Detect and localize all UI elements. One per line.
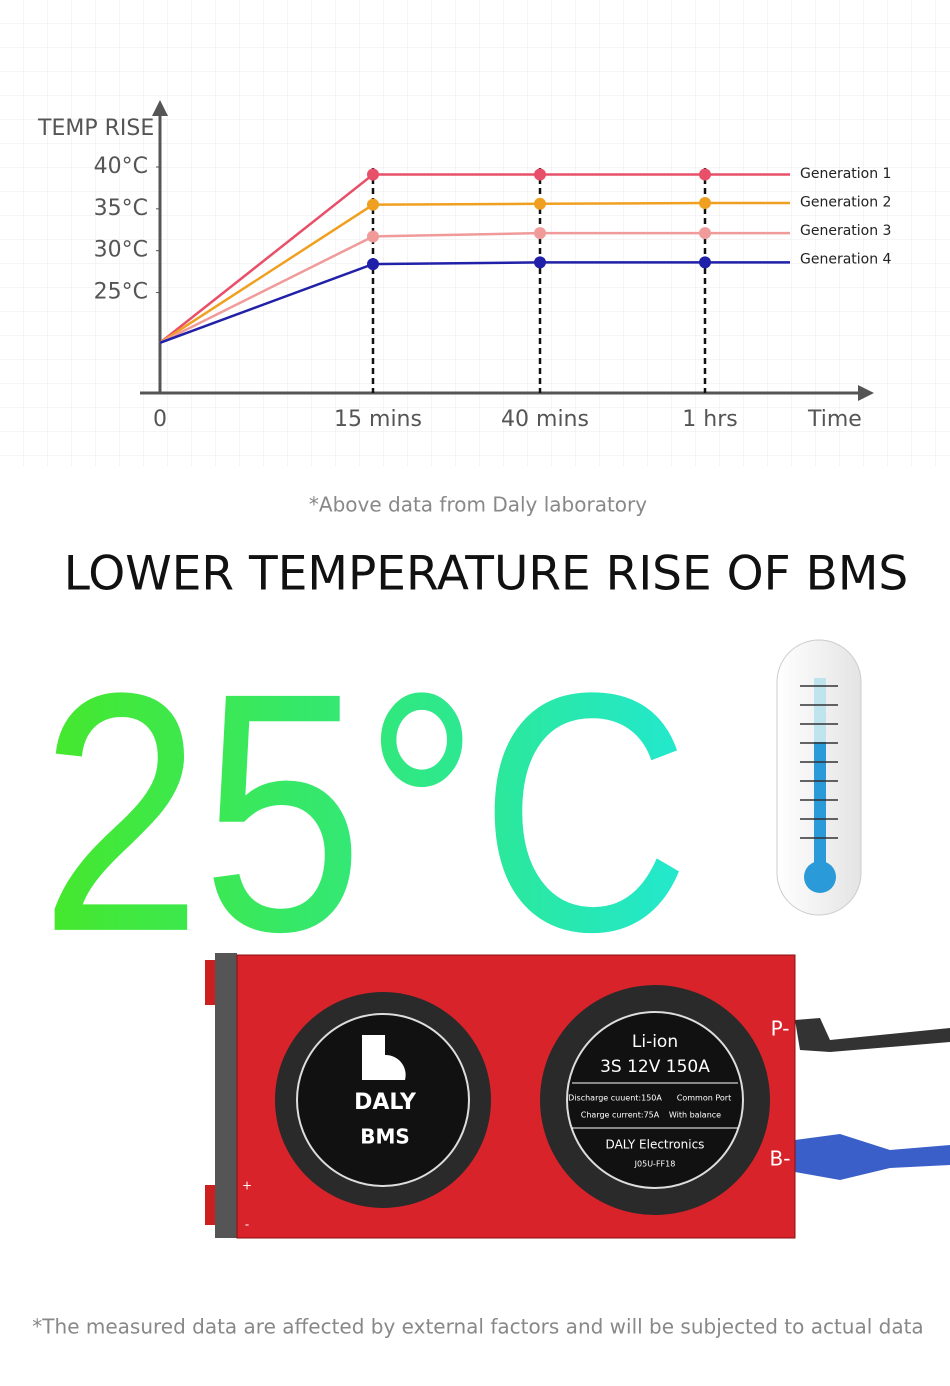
p-port: P- [771, 1017, 790, 1041]
x-tick-label: 0 [153, 407, 167, 432]
data-point [367, 168, 379, 181]
y-tick-label: 25°C [94, 280, 148, 305]
brand: DALY [354, 1090, 417, 1115]
cable-p [795, 1018, 950, 1052]
x-axis-label: Time [807, 407, 862, 432]
legend-label: Generation 2 [800, 195, 891, 211]
y-tick-label: 35°C [94, 196, 148, 221]
footnote: *The measured data are affected by exter… [32, 1315, 923, 1339]
y-axis-label: TEMP RISE [37, 116, 154, 141]
data-point [367, 230, 379, 243]
port: Common Port [677, 1094, 731, 1103]
thermo-bulb [804, 861, 836, 893]
series-line [159, 261, 705, 344]
x-tick-label: 1 hrs [682, 407, 737, 432]
device-side [215, 953, 237, 1238]
headline-value: 25°C [40, 623, 690, 1003]
fan-left-hub [296, 1013, 470, 1187]
thermo-scale [800, 685, 838, 839]
x-tick-label: 15 mins [334, 407, 422, 432]
data-point [367, 198, 379, 211]
thermo-fill [814, 742, 826, 872]
y-arrow [152, 100, 168, 116]
charge: Charge current:75A [581, 1111, 660, 1120]
series-line [159, 231, 705, 344]
heading: LOWER TEMPERATURE RISE OF BMS [64, 547, 909, 602]
spec: 3S 12V 150A [600, 1057, 710, 1077]
x-arrow [858, 385, 874, 401]
chem: Li-ion [632, 1032, 678, 1052]
data-point [534, 168, 546, 181]
discharge: Discharge cuuent:150A [568, 1094, 662, 1103]
x-tick-label: 40 mins [501, 407, 589, 432]
badge: BMS [360, 1125, 410, 1149]
data-point [534, 227, 546, 240]
y-tick-label: 40°C [94, 154, 148, 179]
plus: + [242, 1179, 252, 1193]
balance: With balance [669, 1111, 721, 1120]
chart: TEMP RISE Time 40°C 35°C 30°C 25°C 0 15 mins 4… [37, 100, 892, 432]
source-note: *Above data from Daly laboratory [309, 493, 647, 517]
data-point [534, 197, 546, 210]
cable-b [795, 1134, 950, 1180]
fan-right-hub [566, 1011, 744, 1189]
b-port: B- [770, 1147, 791, 1171]
bms-device: DALY BMS Li-ion 3S 12V 150A Discharge cu… [205, 953, 950, 1239]
legend-label: Generation 1 [800, 166, 891, 182]
data-point [367, 258, 379, 271]
legend-label: Generation 3 [800, 223, 891, 239]
series-line [159, 201, 706, 344]
series-line [159, 173, 705, 344]
data-point [534, 256, 546, 269]
legend-label: Generation 4 [800, 252, 892, 268]
maker: DALY Electronics [606, 1138, 705, 1152]
y-tick-label: 30°C [94, 238, 148, 263]
logo [362, 1035, 406, 1080]
thermometer [776, 639, 862, 916]
grid-background [0, 0, 950, 466]
minus: - [245, 1218, 249, 1232]
model: J05U-FF18 [634, 1160, 676, 1169]
